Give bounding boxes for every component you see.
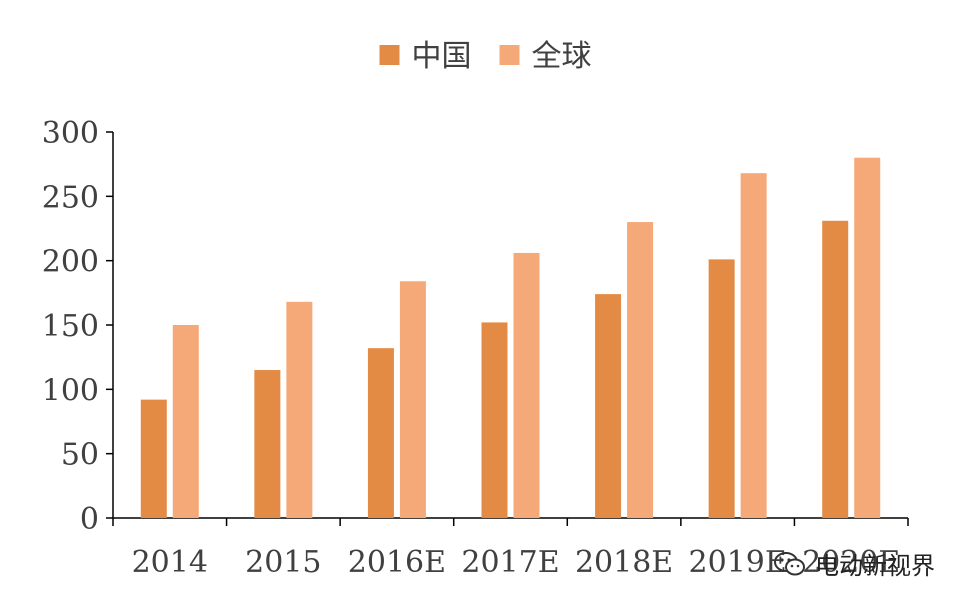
- x-tick-label: 2020E: [802, 545, 900, 580]
- bar-中国-2016E: [367, 348, 394, 518]
- bar-中国-2020E: [822, 220, 849, 518]
- bar-全球-2020E: [854, 157, 881, 518]
- legend-swatch: [379, 45, 400, 65]
- wechat-icon: [774, 551, 805, 575]
- bar-全球-2016E: [399, 281, 426, 518]
- y-tick-label: 250: [42, 180, 99, 215]
- bar-中国-2017E: [481, 322, 508, 518]
- x-tick-label: 2019E: [689, 545, 787, 580]
- bar-中国-2019E: [708, 259, 735, 518]
- y-tick-label: 150: [42, 309, 99, 344]
- x-tick-label: 2018E: [575, 545, 673, 580]
- y-tick-label: 100: [42, 373, 99, 408]
- bar-全球-2014: [172, 325, 199, 518]
- x-tick-label: 2017E: [461, 545, 559, 580]
- watermark-text: 电动新视界: [815, 552, 935, 580]
- y-tick-label: 300: [42, 116, 99, 151]
- y-tick-label: 0: [80, 502, 99, 537]
- y-tick-label: 50: [61, 438, 99, 473]
- legend-label: 全球: [532, 39, 592, 74]
- y-tick-label: 200: [42, 245, 99, 280]
- bar-全球-2019E: [740, 173, 767, 518]
- x-axis: 2014 2015 2016E 2017E 2018E 2019E 2020E: [112, 517, 909, 580]
- bar-中国-2014: [140, 399, 167, 518]
- x-tick-label: 2016E: [348, 545, 446, 580]
- legend: 中国 全球: [379, 39, 592, 74]
- x-tick-label: 2015: [245, 545, 321, 580]
- bars: [140, 157, 881, 519]
- x-tick-label: 2014: [132, 545, 208, 580]
- legend-swatch: [499, 45, 520, 65]
- bar-中国-2015: [254, 370, 281, 518]
- bar-全球-2017E: [513, 252, 540, 519]
- bar-全球-2015: [286, 301, 313, 518]
- bar-全球-2018E: [627, 222, 654, 519]
- y-axis: 0 50 100 150 200 250 300: [42, 116, 114, 537]
- watermark: 电动新视界: [773, 546, 935, 581]
- bar-中国-2018E: [595, 294, 622, 518]
- legend-label: 中国: [412, 39, 472, 74]
